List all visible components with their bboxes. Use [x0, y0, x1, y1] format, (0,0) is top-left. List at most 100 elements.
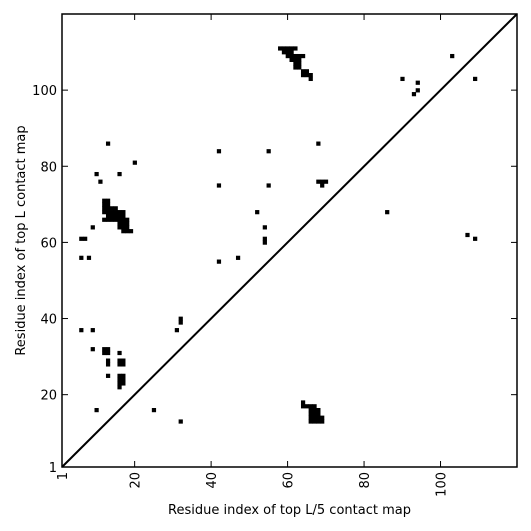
y-axis-label: Residue index of top L contact map: [14, 125, 29, 355]
contact-point: [121, 381, 126, 386]
contact-point: [113, 210, 118, 215]
contact-point: [308, 76, 313, 82]
contact-point: [113, 217, 118, 222]
contact-point: [121, 225, 126, 230]
contact-point: [300, 53, 306, 59]
contact-point: [293, 65, 298, 70]
contact-point: [90, 347, 95, 352]
contact-point: [293, 61, 298, 66]
contact-point: [121, 362, 126, 367]
contact-points: [79, 46, 478, 424]
contact-point: [94, 171, 99, 177]
contact-point: [105, 347, 111, 352]
contact-point: [105, 198, 111, 203]
contact-point: [128, 229, 134, 234]
contact-point: [121, 377, 126, 382]
contact-point: [79, 236, 84, 241]
contact-point: [121, 210, 126, 215]
x-tick-label: 100: [435, 472, 450, 497]
contact-point: [450, 53, 455, 59]
contact-point: [316, 408, 321, 413]
contact-point: [105, 202, 111, 207]
contact-point: [178, 316, 183, 321]
contact-point: [385, 210, 390, 215]
contact-point: [308, 415, 313, 420]
x-tick-label: 80: [358, 472, 373, 489]
contact-point: [216, 149, 222, 154]
contact-point: [117, 210, 122, 215]
contact-point: [320, 179, 325, 184]
x-tick-label: 1: [56, 472, 71, 480]
contact-point: [300, 400, 306, 405]
contact-point: [125, 217, 130, 222]
y-tick-label: 1: [49, 461, 57, 476]
y-tick-label: 60: [40, 236, 57, 251]
contact-point: [278, 46, 283, 51]
contact-point: [83, 236, 88, 241]
x-tick-label: 20: [129, 472, 144, 489]
contact-point: [285, 53, 290, 59]
contact-point: [109, 210, 115, 215]
contact-point: [465, 232, 470, 238]
contact-point: [304, 69, 310, 74]
contact-point: [117, 213, 122, 219]
contact-point: [86, 255, 92, 260]
y-tick-label: 100: [32, 84, 57, 99]
contact-point: [304, 73, 310, 78]
contact-point: [102, 202, 107, 207]
x-axis-label: Residue index of top L/5 contact map: [168, 503, 411, 518]
contact-point: [312, 411, 317, 417]
contact-point: [117, 373, 122, 378]
contact-point: [266, 149, 271, 154]
contact-point: [308, 73, 313, 78]
x-tick-label: 40: [205, 472, 220, 489]
contact-point: [304, 404, 310, 409]
contact-point: [312, 419, 317, 424]
contact-point: [293, 57, 298, 62]
contact-point: [308, 408, 313, 413]
contact-point: [473, 236, 478, 241]
contact-point: [79, 255, 84, 260]
contact-point: [117, 217, 122, 222]
contact-point: [308, 411, 313, 417]
x-axis-ticks: 1 20 40 60 80 100: [56, 14, 450, 497]
contact-point: [266, 183, 271, 188]
contact-point: [117, 385, 122, 390]
contact-point: [281, 50, 287, 55]
contact-point: [316, 415, 321, 420]
contact-point: [297, 53, 302, 59]
contact-point: [109, 217, 115, 222]
contact-point: [105, 350, 111, 356]
contact-point: [105, 141, 111, 146]
contact-point: [102, 206, 107, 211]
contact-point: [262, 225, 267, 230]
contact-point: [105, 206, 111, 211]
contact-point: [102, 198, 107, 203]
contact-point: [281, 46, 287, 51]
contact-point: [178, 320, 183, 325]
contact-point: [415, 88, 420, 93]
contact-point: [98, 179, 103, 184]
contact-point: [105, 362, 111, 367]
contact-point: [293, 53, 298, 59]
contact-point: [473, 76, 478, 82]
contact-point: [121, 358, 126, 363]
x-tick-label: 60: [282, 472, 297, 489]
contact-point: [151, 408, 157, 413]
contact-point: [174, 328, 180, 333]
contact-point: [297, 61, 302, 66]
y-tick-label: 20: [40, 389, 57, 404]
contact-point: [125, 229, 130, 234]
contact-point: [308, 419, 313, 424]
contact-point: [316, 179, 321, 184]
contact-point: [415, 80, 420, 85]
contact-point: [255, 210, 260, 215]
contact-point: [312, 415, 317, 420]
contact-point: [117, 171, 122, 177]
contact-point: [125, 221, 130, 226]
contact-point: [125, 225, 130, 230]
contact-point: [109, 213, 115, 219]
contact-point: [121, 217, 126, 222]
contact-point: [297, 57, 302, 62]
contact-point: [216, 183, 222, 188]
